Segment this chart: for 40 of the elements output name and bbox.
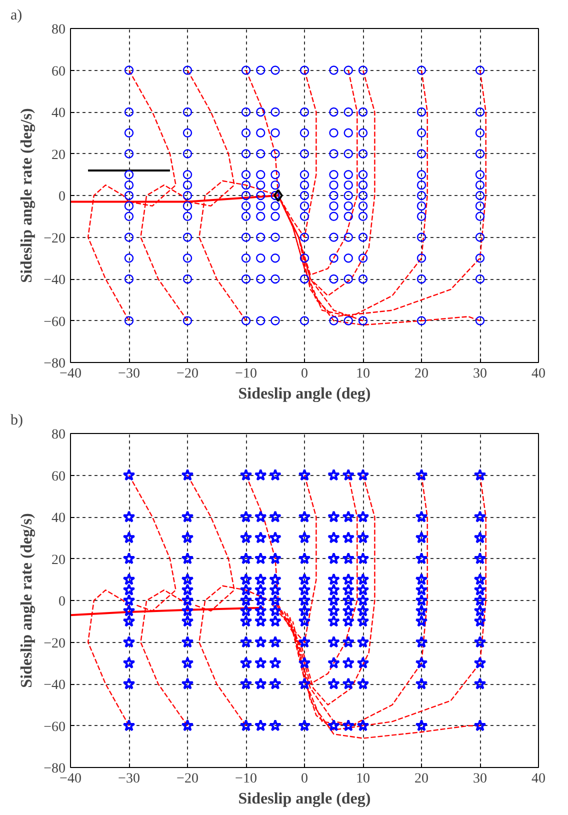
y-tick-label: 60	[52, 64, 66, 80]
y-tick-label: 40	[52, 511, 66, 526]
y-tick-label: −80	[44, 356, 66, 372]
x-tick-label: −20	[176, 366, 198, 382]
x-tick-label: −30	[118, 366, 140, 382]
x-tick-label: 10	[356, 772, 370, 786]
y-tick-label: 80	[52, 428, 66, 442]
y-tick-label: −80	[44, 762, 66, 776]
y-tick-label: 20	[52, 148, 66, 163]
y-tick-label: 40	[52, 106, 66, 121]
x-axis-title: Sideslip angle (deg)	[238, 790, 371, 808]
y-tick-label: −40	[44, 678, 66, 693]
chart-title: b)	[10, 412, 23, 428]
x-tick-label: 20	[414, 772, 428, 786]
y-tick-label: −20	[44, 636, 66, 652]
x-tick-label: 40	[532, 366, 546, 382]
x-tick-label: 30	[473, 366, 487, 382]
y-tick-label: 60	[52, 469, 66, 484]
y-tick-label: 20	[52, 552, 66, 568]
x-tick-label: 10	[356, 366, 370, 382]
x-tick-label: 20	[414, 366, 428, 382]
x-tick-label: 0	[301, 366, 308, 382]
x-axis-title: Sideslip angle (deg)	[238, 386, 371, 402]
y-tick-label: −60	[44, 314, 66, 330]
y-tick-label: −60	[44, 720, 66, 735]
x-tick-label: 30	[473, 772, 487, 786]
y-axis-title: Sideslip angle rate (deg/s)	[18, 513, 36, 688]
x-tick-label: −10	[235, 366, 257, 382]
y-tick-label: 0	[58, 190, 66, 204]
y-axis-title: Sideslip angle rate (deg/s)	[18, 108, 36, 283]
y-tick-label: 0	[58, 594, 66, 610]
x-tick-label: 40	[532, 772, 546, 786]
y-tick-label: −40	[44, 273, 66, 288]
x-tick-label: −30	[118, 772, 140, 786]
y-tick-label: −20	[44, 231, 66, 246]
y-tick-label: 80	[52, 22, 66, 38]
x-tick-label: −20	[176, 772, 198, 786]
chart-title: a)	[10, 8, 22, 24]
x-tick-label: 0	[301, 772, 308, 786]
x-tick-label: −10	[235, 772, 257, 786]
